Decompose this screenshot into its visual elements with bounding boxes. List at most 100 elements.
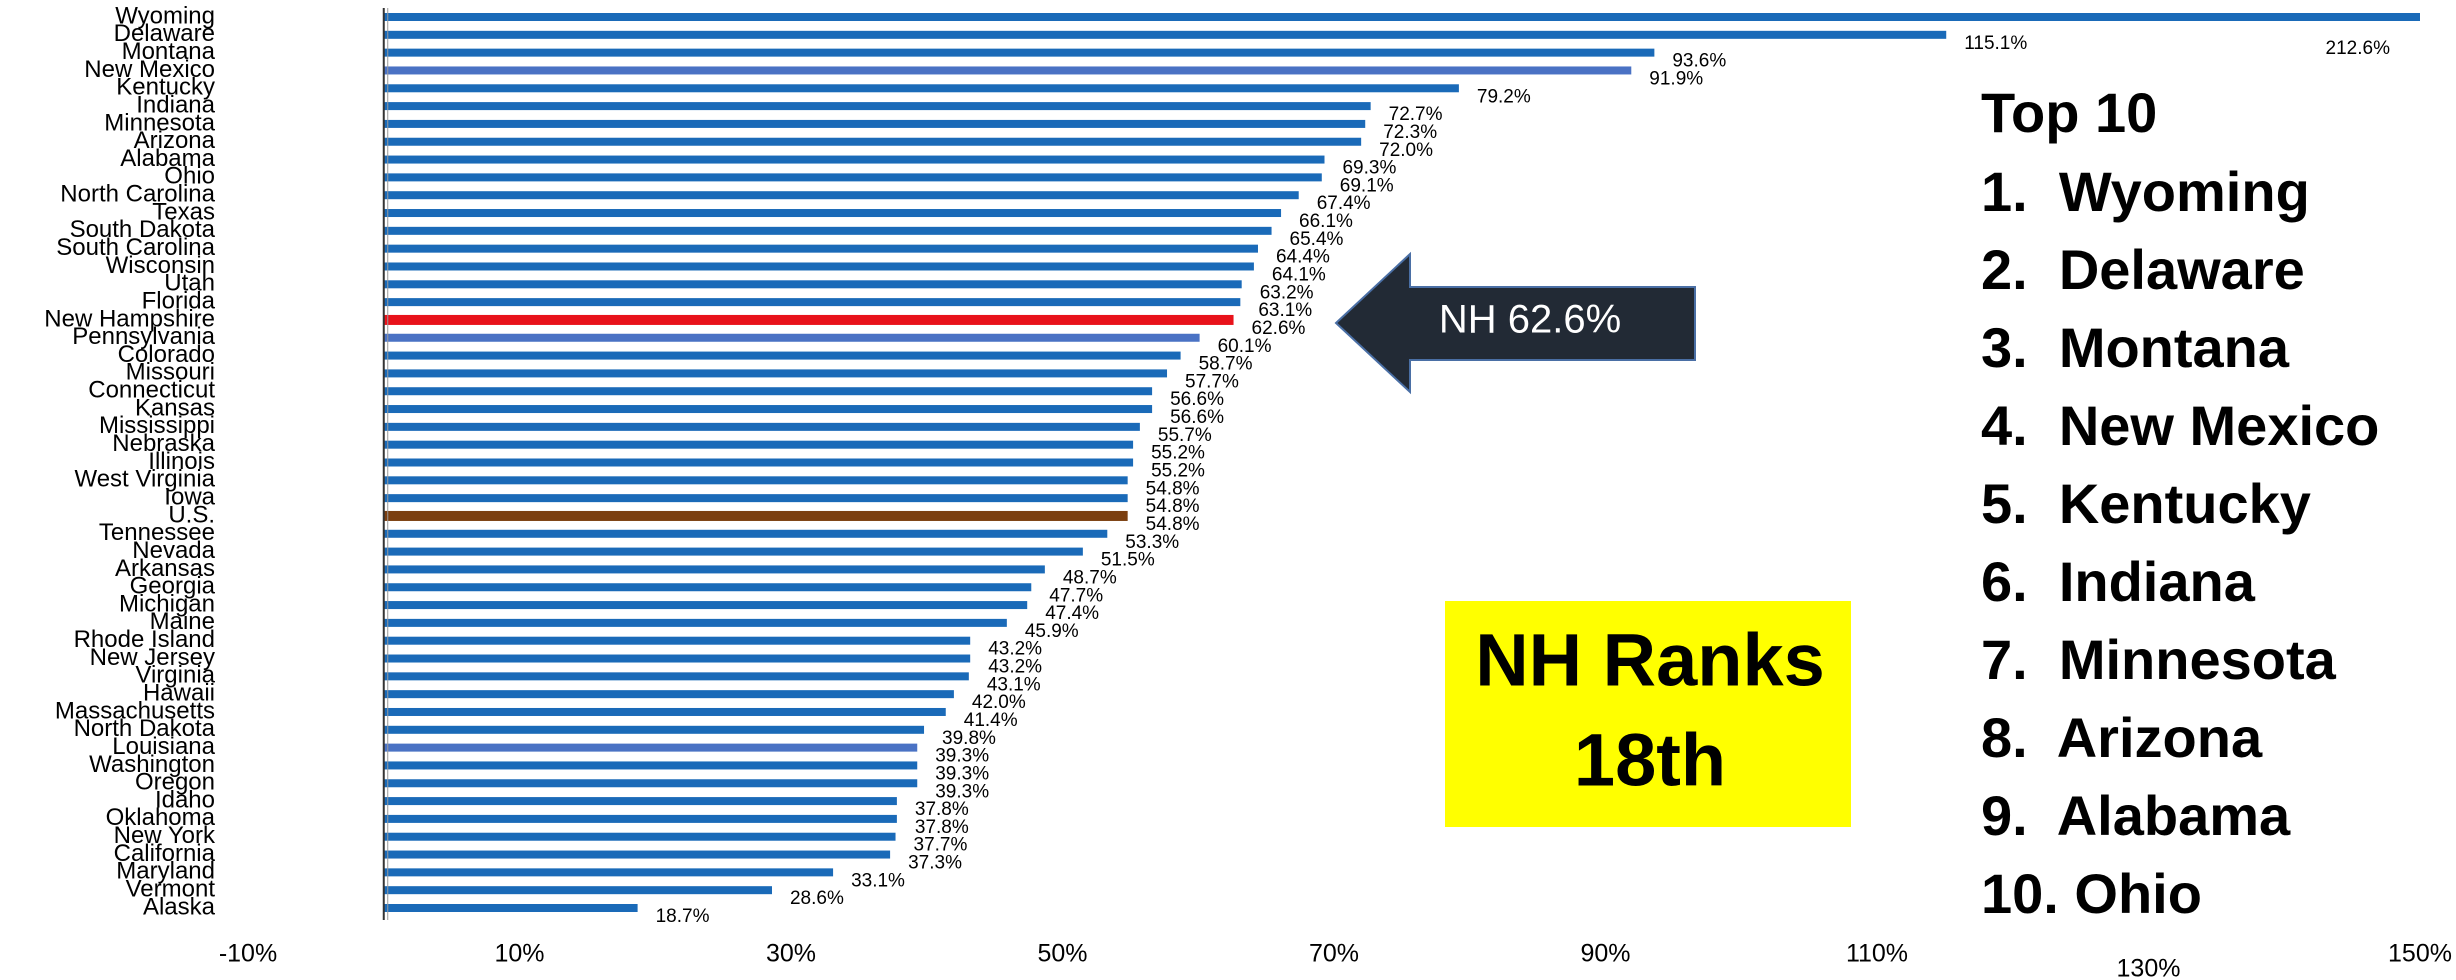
x-tick-label: 150%	[2388, 940, 2452, 968]
value-label: 39.3%	[935, 746, 989, 767]
bar	[383, 209, 1282, 218]
value-label: 79.2%	[1477, 86, 1531, 107]
value-label: 93.6%	[1672, 51, 1726, 72]
x-tick-label: 130%	[2117, 955, 2181, 980]
value-label: 63.2%	[1260, 282, 1314, 303]
callout-arrow	[1334, 251, 1696, 395]
category-label: Iowa	[164, 483, 215, 510]
category-label: Georgia	[130, 573, 216, 600]
category-label: Montana	[122, 38, 216, 65]
bar	[383, 405, 1153, 414]
value-label: 37.3%	[908, 853, 962, 874]
value-label: 55.2%	[1151, 461, 1205, 482]
value-label: 42.0%	[972, 692, 1026, 713]
x-tick-label: 110%	[1846, 940, 1908, 968]
top10-item: 3. Montana	[1981, 316, 2290, 379]
rank-text: NH Ranks	[1475, 619, 1825, 702]
bar	[383, 314, 1234, 325]
top10-item: 8. Arizona	[1981, 706, 2263, 769]
category-label: Ohio	[164, 163, 215, 190]
bar	[383, 868, 834, 877]
value-label: 58.7%	[1199, 354, 1253, 375]
bar	[383, 672, 969, 681]
value-label: 48.7%	[1063, 567, 1117, 588]
bar	[383, 547, 1083, 556]
bar	[383, 280, 1242, 289]
category-label: Rhode Island	[74, 626, 215, 653]
value-label: 72.0%	[1379, 140, 1433, 161]
bar	[383, 690, 954, 699]
category-label: Virginia	[135, 662, 215, 689]
bar	[383, 654, 971, 663]
rank-text: 18th	[1574, 719, 1726, 802]
bar	[383, 84, 1459, 93]
value-label: 60.1%	[1218, 336, 1272, 357]
category-label: Kansas	[135, 394, 215, 421]
value-label: 54.8%	[1146, 514, 1200, 535]
bar	[383, 102, 1371, 111]
value-label: 63.1%	[1258, 300, 1312, 321]
category-label: Indiana	[136, 91, 215, 118]
category-label: Idaho	[155, 786, 215, 813]
x-tick-label: 30%	[766, 940, 816, 968]
category-label: Pennsylvania	[72, 323, 215, 350]
category-label: West Virginia	[74, 466, 215, 493]
category-label: Maryland	[116, 858, 215, 885]
value-label: 62.6%	[1252, 318, 1306, 339]
category-label: New Hampshire	[44, 305, 215, 332]
category-label: Arizona	[134, 127, 216, 154]
bar	[383, 904, 638, 912]
value-label: 47.4%	[1045, 603, 1099, 624]
top10-item: 4. New Mexico	[1981, 394, 2379, 457]
value-label: 37.8%	[915, 799, 969, 820]
value-label: 43.2%	[988, 657, 1042, 678]
value-label: 39.3%	[935, 781, 989, 802]
x-tick-label: 90%	[1580, 940, 1630, 968]
bar	[383, 814, 897, 823]
bar	[383, 137, 1362, 146]
category-label: Kentucky	[116, 74, 215, 101]
bar	[383, 13, 2420, 21]
value-label: 66.1%	[1299, 211, 1353, 232]
value-label: 212.6%	[2326, 38, 2391, 59]
value-label: 69.3%	[1342, 158, 1396, 179]
top10-item: 6. Indiana	[1981, 550, 2256, 613]
category-label: Hawaii	[143, 680, 215, 707]
callout-text: NH 62.6%	[1439, 298, 1621, 342]
category-label: Utah	[164, 270, 215, 297]
value-label: 39.8%	[942, 728, 996, 749]
bar	[383, 458, 1134, 467]
bar	[383, 119, 1366, 128]
bar	[383, 618, 1007, 627]
bar	[383, 440, 1134, 449]
value-label: 72.7%	[1389, 104, 1443, 125]
bar	[383, 30, 1947, 39]
bar	[383, 601, 1028, 610]
value-label: 64.4%	[1276, 247, 1330, 268]
category-label: Alaska	[143, 893, 216, 920]
value-label: 65.4%	[1290, 229, 1344, 250]
value-label: 37.8%	[915, 817, 969, 838]
category-label: South Carolina	[56, 234, 215, 261]
bar	[383, 369, 1168, 378]
category-label: North Dakota	[74, 715, 216, 742]
value-label: 41.4%	[964, 710, 1018, 731]
value-label: 64.1%	[1272, 264, 1326, 285]
top10-item: 2. Delaware	[1981, 238, 2305, 301]
category-label: Wisconsin	[106, 252, 215, 279]
category-label: Massachusetts	[55, 697, 215, 724]
value-label: 43.2%	[988, 639, 1042, 660]
bar	[383, 797, 897, 806]
bar	[383, 476, 1128, 485]
bar	[383, 66, 1632, 75]
value-label: 115.1%	[1964, 33, 2027, 54]
bar	[383, 494, 1128, 503]
value-label: 47.7%	[1049, 585, 1103, 606]
category-label: Washington	[89, 751, 215, 778]
value-label: 56.6%	[1170, 407, 1224, 428]
category-label: Delaware	[114, 20, 215, 47]
category-label: Arkansas	[115, 555, 215, 582]
top10-title: Top 10	[1981, 81, 2157, 144]
top10-item: 10. Ohio	[1981, 862, 2202, 925]
bar	[383, 351, 1181, 360]
